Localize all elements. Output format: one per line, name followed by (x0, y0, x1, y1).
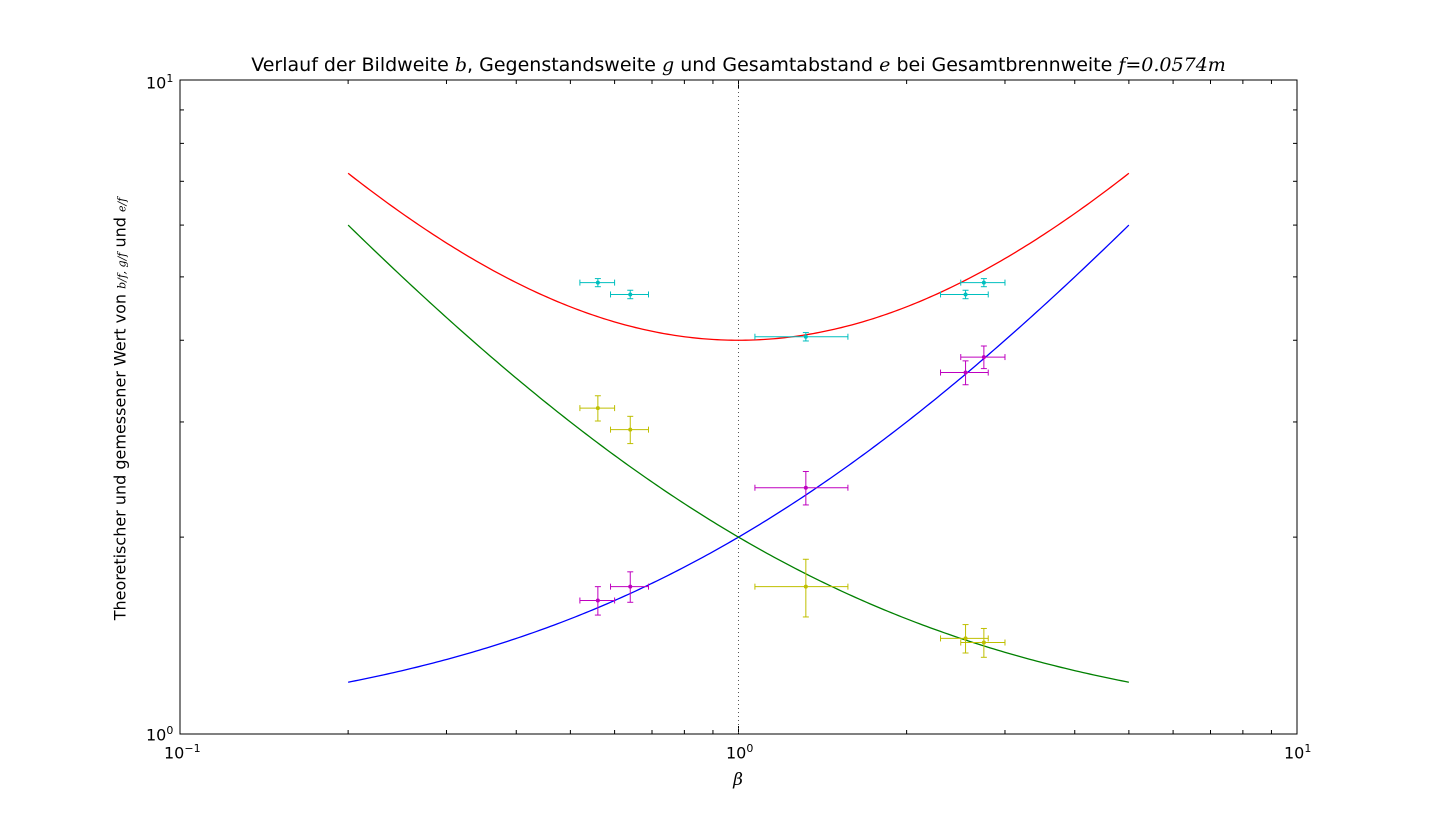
y-tick-label: 100 (146, 724, 174, 745)
data-marker (963, 370, 968, 375)
data-point (960, 345, 1006, 370)
data-marker (963, 292, 968, 297)
data-marker (981, 355, 986, 360)
data-marker (981, 640, 986, 645)
series-line-1 (347, 224, 1129, 683)
data-point (754, 558, 849, 618)
series-line-2 (347, 172, 1130, 341)
x-axis-label: β (733, 770, 743, 790)
data-point (940, 360, 989, 386)
data-marker (803, 584, 808, 589)
data-marker (628, 292, 633, 297)
data-marker (803, 334, 808, 339)
data-point (940, 624, 989, 654)
data-point (579, 395, 616, 422)
x-tick-label: 10−1 (164, 742, 201, 763)
series-line-0 (348, 224, 1130, 683)
data-point (960, 627, 1006, 658)
x-tick-label: 100 (726, 742, 754, 763)
data-point (579, 278, 616, 288)
data-point (579, 586, 616, 616)
data-point (610, 571, 649, 603)
data-point (754, 470, 849, 506)
chart-title: Verlauf der Bildweite b, Gegenstandsweit… (251, 54, 1226, 76)
axes-frame (179, 79, 1298, 735)
data-point (754, 332, 849, 342)
data-marker (981, 280, 986, 285)
data-marker (963, 636, 968, 641)
data-point (610, 289, 649, 300)
data-point (940, 289, 989, 300)
x-tick-label: 101 (1284, 742, 1312, 763)
data-point (960, 278, 1006, 288)
data-marker (595, 406, 600, 411)
data-marker (803, 485, 808, 490)
data-marker (628, 427, 633, 432)
data-marker (595, 280, 600, 285)
data-marker (595, 598, 600, 603)
y-tick-label: 101 (146, 72, 174, 93)
data-marker (628, 584, 633, 589)
data-point (610, 415, 649, 445)
